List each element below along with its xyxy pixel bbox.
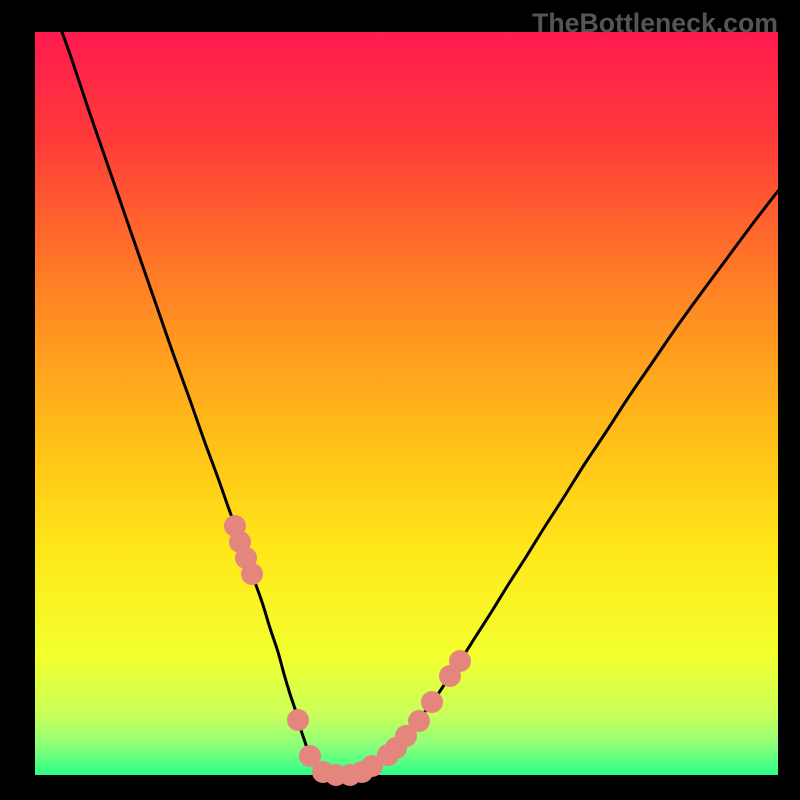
- data-marker: [449, 650, 471, 672]
- data-marker: [421, 691, 443, 713]
- data-marker: [241, 563, 263, 585]
- watermark-label: TheBottleneck.com: [532, 8, 778, 38]
- chart-container: TheBottleneck.com: [0, 0, 800, 800]
- data-marker: [287, 709, 309, 731]
- plot-background: [35, 32, 778, 775]
- data-marker: [408, 710, 430, 732]
- watermark-text: TheBottleneck.com: [532, 8, 778, 39]
